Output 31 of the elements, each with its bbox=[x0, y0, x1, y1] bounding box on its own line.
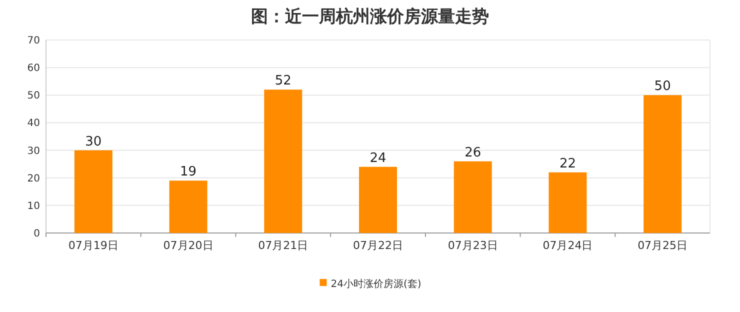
x-tick-label: 07月22日 bbox=[353, 239, 403, 252]
data-label: 24 bbox=[370, 150, 386, 166]
x-tick-label: 07月25日 bbox=[638, 239, 688, 252]
data-label: 22 bbox=[559, 156, 576, 172]
bar bbox=[548, 172, 587, 233]
data-label: 19 bbox=[180, 164, 197, 180]
y-tick-label: 50 bbox=[27, 90, 40, 102]
bar bbox=[169, 180, 208, 233]
bar bbox=[359, 166, 397, 233]
y-tick-label: 0 bbox=[34, 228, 40, 240]
legend-label: 24小时涨价房源(套) bbox=[330, 278, 422, 290]
data-label: 30 bbox=[85, 134, 102, 150]
x-tick-label: 07月23日 bbox=[448, 239, 498, 252]
bar bbox=[644, 95, 682, 233]
bar bbox=[264, 90, 302, 233]
x-tick-label: 07月24日 bbox=[542, 239, 593, 252]
x-tick-label: 07月20日 bbox=[163, 239, 214, 252]
bar bbox=[74, 150, 112, 233]
data-label: 52 bbox=[274, 74, 292, 89]
x-tick-label: 07月21日 bbox=[258, 239, 308, 252]
x-tick-label: 07月19日 bbox=[68, 239, 118, 252]
data-label: 26 bbox=[464, 145, 482, 160]
bar bbox=[454, 161, 492, 233]
y-tick-label: 60 bbox=[27, 63, 40, 74]
chart-title: 图：近一周杭州涨价房源量走势 bbox=[251, 7, 489, 27]
y-tick-label: 10 bbox=[27, 200, 40, 212]
y-tick-label: 70 bbox=[27, 36, 40, 46]
y-tick-label: 40 bbox=[27, 118, 40, 130]
data-label: 50 bbox=[654, 79, 671, 94]
y-tick-label: 30 bbox=[27, 146, 40, 157]
y-tick-label: 20 bbox=[27, 173, 40, 184]
